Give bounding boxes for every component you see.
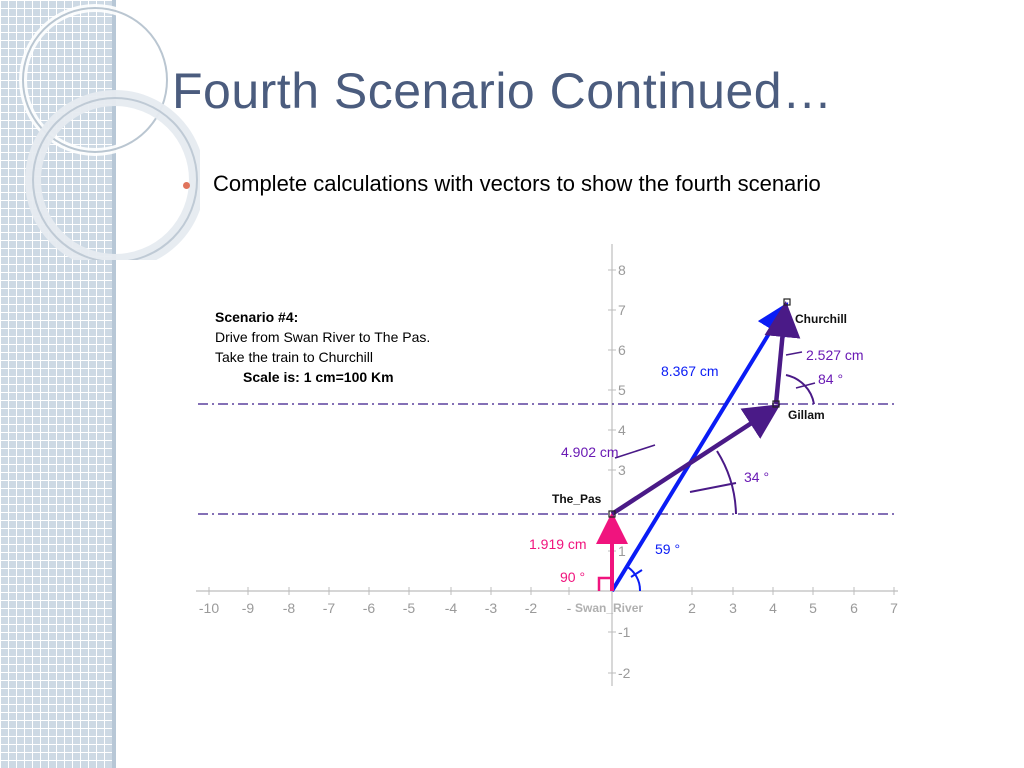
angle-arc-84: [785, 374, 815, 405]
dimension-tick-v2: [614, 444, 656, 459]
y-tick-label: 7: [618, 302, 626, 318]
point-the-pas: [608, 510, 616, 518]
decorative-rings: [19, 4, 200, 260]
bullet-icon: [183, 182, 190, 189]
axes: [196, 244, 898, 686]
dimension-tick-resultant: [690, 425, 702, 432]
point-churchill: [783, 298, 791, 306]
label-churchill: Churchill: [795, 312, 847, 326]
x-tick-label: -2: [525, 600, 538, 616]
x-tick-label: -5: [403, 600, 416, 616]
point-gillam: [772, 400, 780, 408]
label-v1-length: 1.919 cm: [529, 536, 587, 552]
x-tick-label: -3: [485, 600, 498, 616]
x-tick-label: 5: [809, 600, 817, 616]
y-tick-label: 6: [618, 342, 626, 358]
y-tick-label: 1: [618, 543, 626, 559]
x-tick-label: -8: [283, 600, 296, 616]
right-angle-mark: [597, 576, 611, 591]
vector-gillam-to-churchill: [764, 301, 801, 405]
y-tick-label: 5: [618, 382, 626, 398]
scenario-line-1: Drive from Swan River to The Pas.: [215, 329, 431, 345]
label-resultant-angle: 59 °: [655, 541, 680, 557]
scenario-title: Scenario #4:: [215, 309, 299, 325]
label-swan-river: Swan_River: [575, 601, 643, 615]
bullet-text: Complete calculations with vectors to sh…: [213, 171, 821, 196]
x-tick-label: -9: [242, 600, 255, 616]
x-tick-label: 2: [688, 600, 696, 616]
label-resultant-length: 8.367 cm: [661, 363, 719, 379]
label-v2-length: 4.902 cm: [561, 444, 619, 460]
label-v1-angle: 90 °: [560, 569, 585, 585]
x-tick-label: 3: [729, 600, 737, 616]
label-v3-length: 2.527 cm: [806, 347, 864, 363]
x-tick-label: -4: [445, 600, 458, 616]
resultant-vector: [610, 302, 789, 593]
y-tick-label: 4: [618, 422, 626, 438]
y-tick-label: -2: [618, 665, 631, 681]
x-tick-label: -: [567, 600, 572, 616]
angle-tick-34: [689, 482, 737, 493]
angle-tick-84: [795, 382, 816, 389]
label-v2-angle: 34 °: [744, 469, 769, 485]
dimension-tick-v3: [785, 351, 803, 356]
label-the-pas: The_Pas: [552, 492, 602, 506]
label-v3-angle: 84 °: [818, 371, 843, 387]
x-axis-ticks: -10 -9 -8 -7 -6 -5 -4 -3 -2-2 3 4 5 6 7: [199, 587, 898, 616]
slide-title: Fourth Scenario Continued…: [172, 63, 833, 119]
y-tick-label: 3: [618, 462, 626, 478]
x-tick-label: 6: [850, 600, 858, 616]
x-tick-label: -7: [323, 600, 336, 616]
x-tick-label: 4: [769, 600, 777, 616]
scenario-note: Scenario #4: Drive from Swan River to Th…: [215, 307, 430, 387]
angle-tick-59: [630, 569, 643, 578]
angle-arc-34: [716, 450, 737, 515]
scenario-line-2: Take the train to Churchill: [215, 349, 373, 365]
x-tick-label: -6: [363, 600, 376, 616]
label-gillam: Gillam: [788, 408, 825, 422]
x-tick-label: 7: [890, 600, 898, 616]
y-axis-ticks: 8 7 6 5 4 3 1 -1 -2: [608, 262, 631, 681]
scenario-scale: Scale is: 1 cm=100 Km: [243, 369, 394, 385]
y-tick-label: -1: [618, 624, 631, 640]
x-tick-label: -10: [199, 600, 219, 616]
angle-arc-59: [625, 565, 642, 592]
y-tick-label: 8: [618, 262, 626, 278]
sidebar-edge: [112, 0, 116, 768]
vector-the-pas-to-gillam: [610, 404, 781, 516]
